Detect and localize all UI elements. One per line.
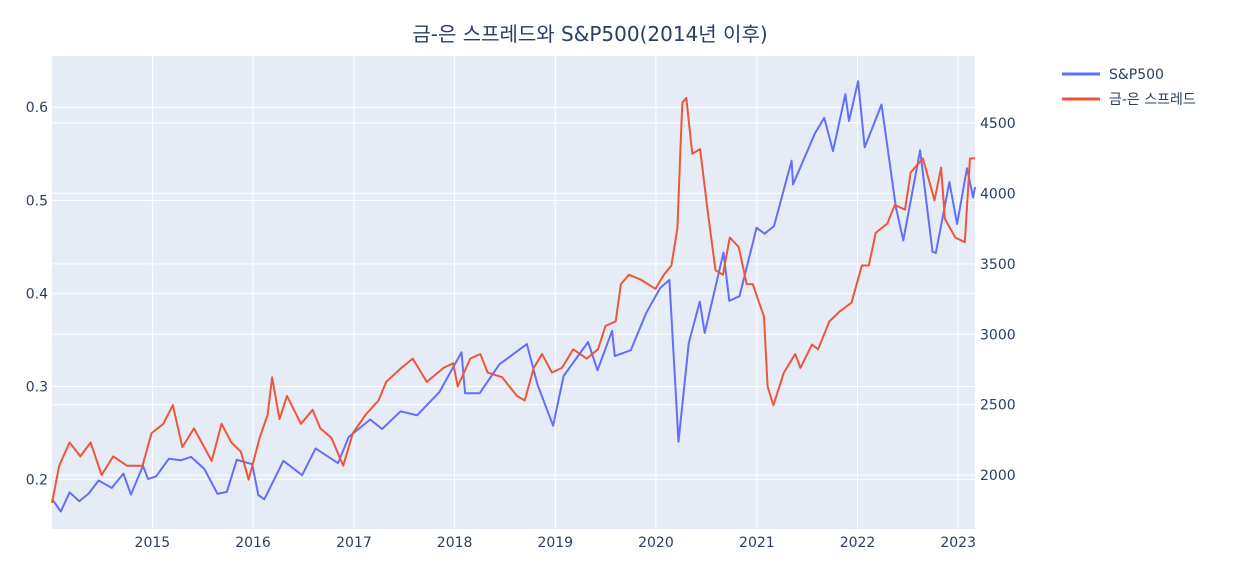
x-tick-label: 2018 <box>437 535 473 551</box>
left-y-tick-label: 0.5 <box>26 193 48 209</box>
right-y-tick-label: 3000 <box>980 327 1016 343</box>
left-y-tick-label: 0.4 <box>26 286 48 302</box>
left-y-axis-ticks: 0.2 0.3 0.4 0.5 0.6 <box>26 100 48 488</box>
x-tick-label: 2019 <box>537 535 573 551</box>
series-line-sp500 <box>51 80 976 513</box>
x-tick-label: 2022 <box>840 535 876 551</box>
right-y-axis-ticks: 2000 2500 3000 3500 4000 4500 <box>980 116 1016 484</box>
right-y-tick-label: 4000 <box>980 186 1016 202</box>
x-tick-label: 2020 <box>638 535 674 551</box>
right-y-tick-label: 3500 <box>980 257 1016 273</box>
left-y-tick-label: 0.3 <box>26 380 48 396</box>
legend-item[interactable]: 금-은 스프레드 <box>1062 92 1196 108</box>
legend-item[interactable]: S&P500 <box>1062 67 1164 83</box>
x-axis-ticks: 2015 2016 2017 2018 2019 2020 2021 2022 2023 <box>135 535 976 551</box>
series-line-gold-silver-spread <box>51 96 975 504</box>
left-y-tick-label: 0.2 <box>26 473 48 489</box>
series-lines <box>51 80 976 513</box>
right-y-tick-label: 4500 <box>980 116 1016 132</box>
right-y-tick-label: 2000 <box>980 468 1016 484</box>
left-y-tick-label: 0.6 <box>26 100 48 116</box>
x-tick-label: 2023 <box>940 535 976 551</box>
x-tick-label: 2021 <box>739 535 775 551</box>
legend[interactable]: S&P500 금-은 스프레드 <box>1062 67 1196 108</box>
x-tick-label: 2017 <box>336 535 372 551</box>
x-tick-label: 2016 <box>235 535 271 551</box>
chart-title: 금-은 스프레드와 S&P500(2014년 이후) <box>412 22 767 46</box>
legend-label: 금-은 스프레드 <box>1109 92 1196 108</box>
right-y-tick-label: 2500 <box>980 398 1016 414</box>
x-gridlines <box>151 56 959 529</box>
x-tick-label: 2015 <box>135 535 171 551</box>
legend-label: S&P500 <box>1109 67 1164 83</box>
